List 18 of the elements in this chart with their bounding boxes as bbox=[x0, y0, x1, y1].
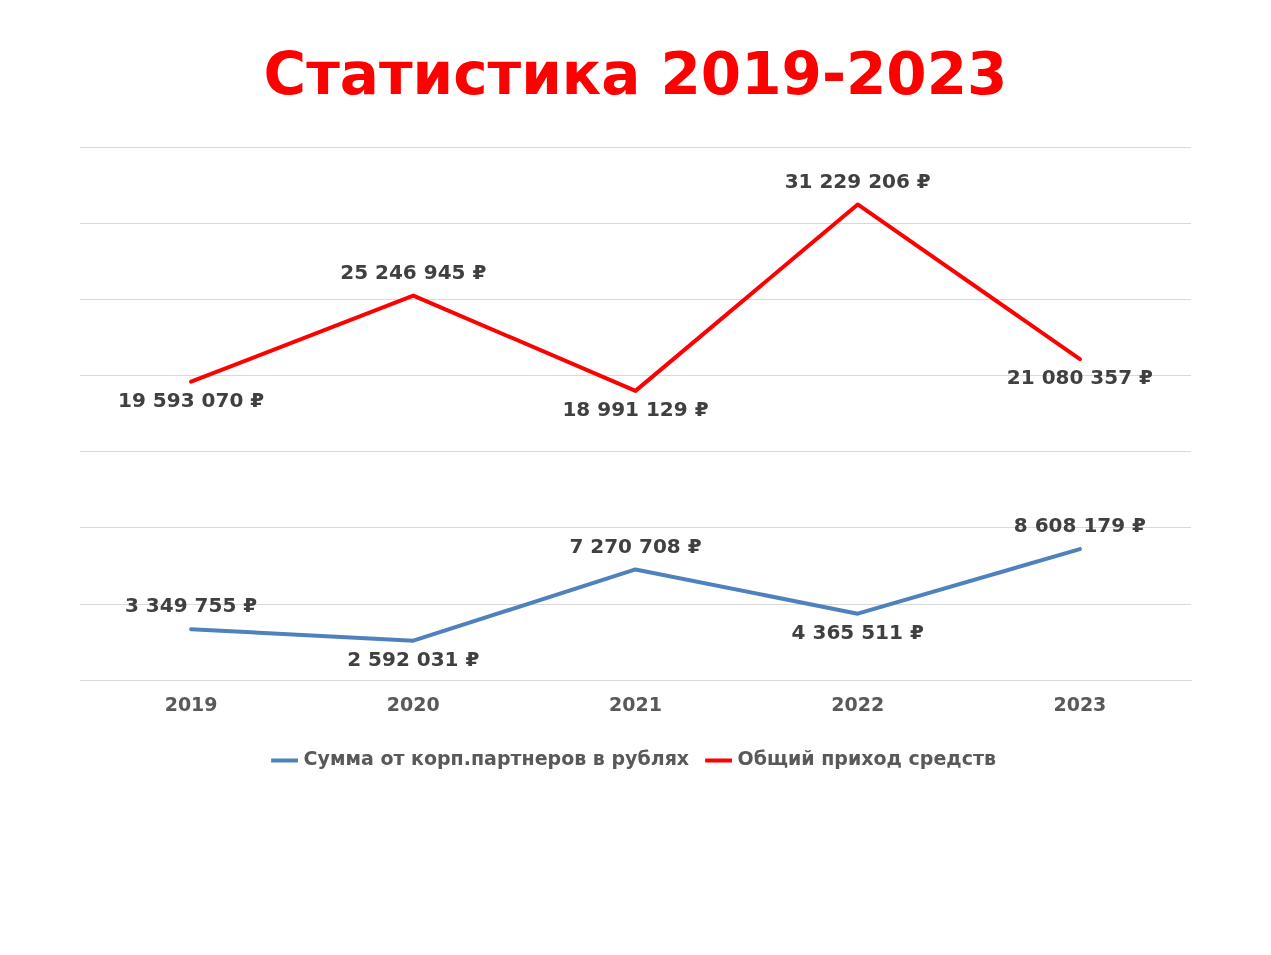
legend-label: Сумма от корп.партнеров в рублях bbox=[303, 747, 690, 770]
data-label: 4 365 511 ₽ bbox=[791, 619, 924, 644]
data-label: 21 080 357 ₽ bbox=[1006, 365, 1154, 390]
x-tick-label: 2022 bbox=[831, 692, 885, 715]
x-tick-label: 2023 bbox=[1053, 692, 1107, 715]
data-label: 7 270 708 ₽ bbox=[569, 533, 702, 558]
data-label: 3 349 755 ₽ bbox=[124, 593, 258, 618]
x-tick-label: 2020 bbox=[386, 692, 440, 715]
data-label: 25 246 945 ₽ bbox=[340, 259, 487, 284]
data-label: 2 592 031 ₽ bbox=[347, 646, 480, 671]
data-label: 18 991 129 ₽ bbox=[562, 397, 709, 422]
x-tick-label: 2021 bbox=[609, 692, 662, 715]
legend-label: Общий приход средств bbox=[737, 747, 996, 770]
data-label: 19 593 070 ₽ bbox=[118, 387, 265, 412]
data-label: 8 608 179 ₽ bbox=[1013, 513, 1147, 538]
chart-title: Статистика 2019-2023 bbox=[262, 40, 1009, 108]
x-tick-label: 2019 bbox=[164, 692, 218, 715]
data-label: 31 229 206 ₽ bbox=[784, 168, 931, 193]
